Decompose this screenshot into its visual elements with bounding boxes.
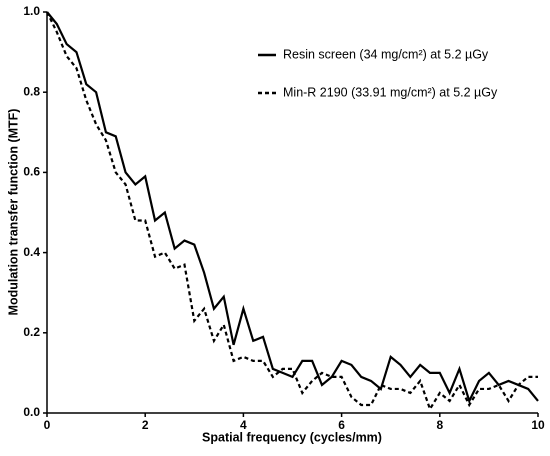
series-line (46, 11, 538, 412)
axes (46, 12, 538, 414)
x-tick-label: 10 (531, 418, 545, 432)
legend-label: Resin screen (34 mg/cm²) at 5.2 µGy (283, 47, 489, 61)
x-tick-label: 6 (338, 418, 345, 432)
x-tick-label: 2 (142, 418, 149, 432)
series-line (46, 11, 539, 404)
y-tick-label: 0.0 (23, 405, 40, 419)
y-tick-label: 0.6 (23, 165, 40, 179)
y-tick-label: 0.8 (23, 84, 40, 98)
y-tick-label: 0.4 (23, 245, 40, 259)
legend-label: Min-R 2190 (33.91 mg/cm²) at 5.2 µGy (283, 85, 498, 99)
x-axis-label: Spatial frequency (cycles/mm) (202, 430, 382, 444)
y-tick-label: 0.2 (23, 325, 40, 339)
x-tick-label: 8 (436, 418, 443, 432)
y-axis-label: Modulation transfer function (MTF) (6, 109, 20, 316)
x-tick-label: 0 (44, 418, 51, 432)
y-tick-label: 1.0 (23, 4, 40, 18)
x-tick-label: 4 (240, 418, 247, 432)
